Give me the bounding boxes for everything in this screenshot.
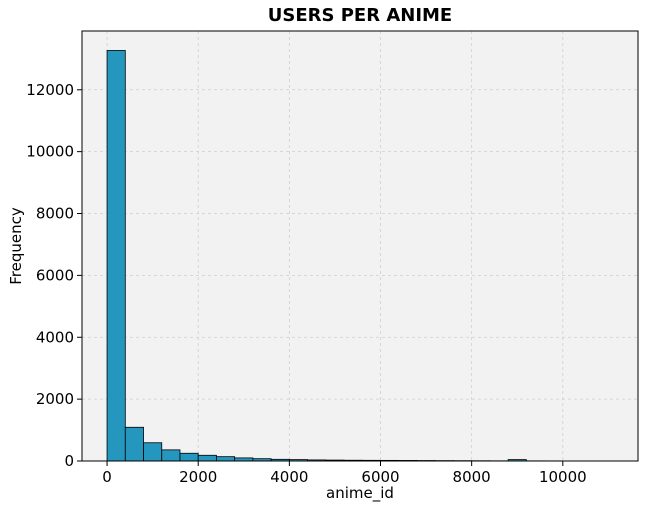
- y-axis-ticks: 0 2000 4000 6000 8000 10000 12000: [26, 81, 82, 470]
- y-tick-label: 2000: [36, 390, 74, 408]
- y-tick-label: 10000: [26, 143, 74, 161]
- histogram-bar: [106, 50, 126, 462]
- histogram-bar: [197, 454, 217, 462]
- histogram-bar: [161, 449, 181, 462]
- chart-title: USERS PER ANIME: [268, 5, 452, 26]
- x-tick-label: 0: [102, 468, 112, 486]
- y-tick-label: 0: [64, 452, 74, 470]
- x-axis-ticks: 0 2000 4000 6000 8000 10000: [102, 461, 587, 486]
- y-tick-label: 4000: [36, 328, 74, 346]
- y-tick-label: 12000: [26, 81, 74, 99]
- plot-background: [82, 31, 638, 461]
- x-axis-label: anime_id: [326, 484, 394, 503]
- y-axis-label: Frequency: [7, 207, 25, 285]
- grid-lines: [82, 31, 638, 462]
- plot-frame: [81, 30, 639, 462]
- y-tick-label: 8000: [36, 205, 74, 223]
- y-tick-label: 6000: [36, 266, 74, 284]
- histogram-bar: [216, 456, 236, 462]
- x-tick-label: 4000: [270, 468, 308, 486]
- x-tick-label: 6000: [361, 468, 399, 486]
- x-tick-label: 8000: [453, 468, 491, 486]
- x-tick-label: 2000: [179, 468, 217, 486]
- histogram-bar: [124, 426, 144, 462]
- x-tick-label: 10000: [539, 468, 587, 486]
- histogram-bar: [143, 442, 163, 462]
- histogram-bars: [106, 50, 618, 462]
- histogram-bar: [179, 452, 199, 462]
